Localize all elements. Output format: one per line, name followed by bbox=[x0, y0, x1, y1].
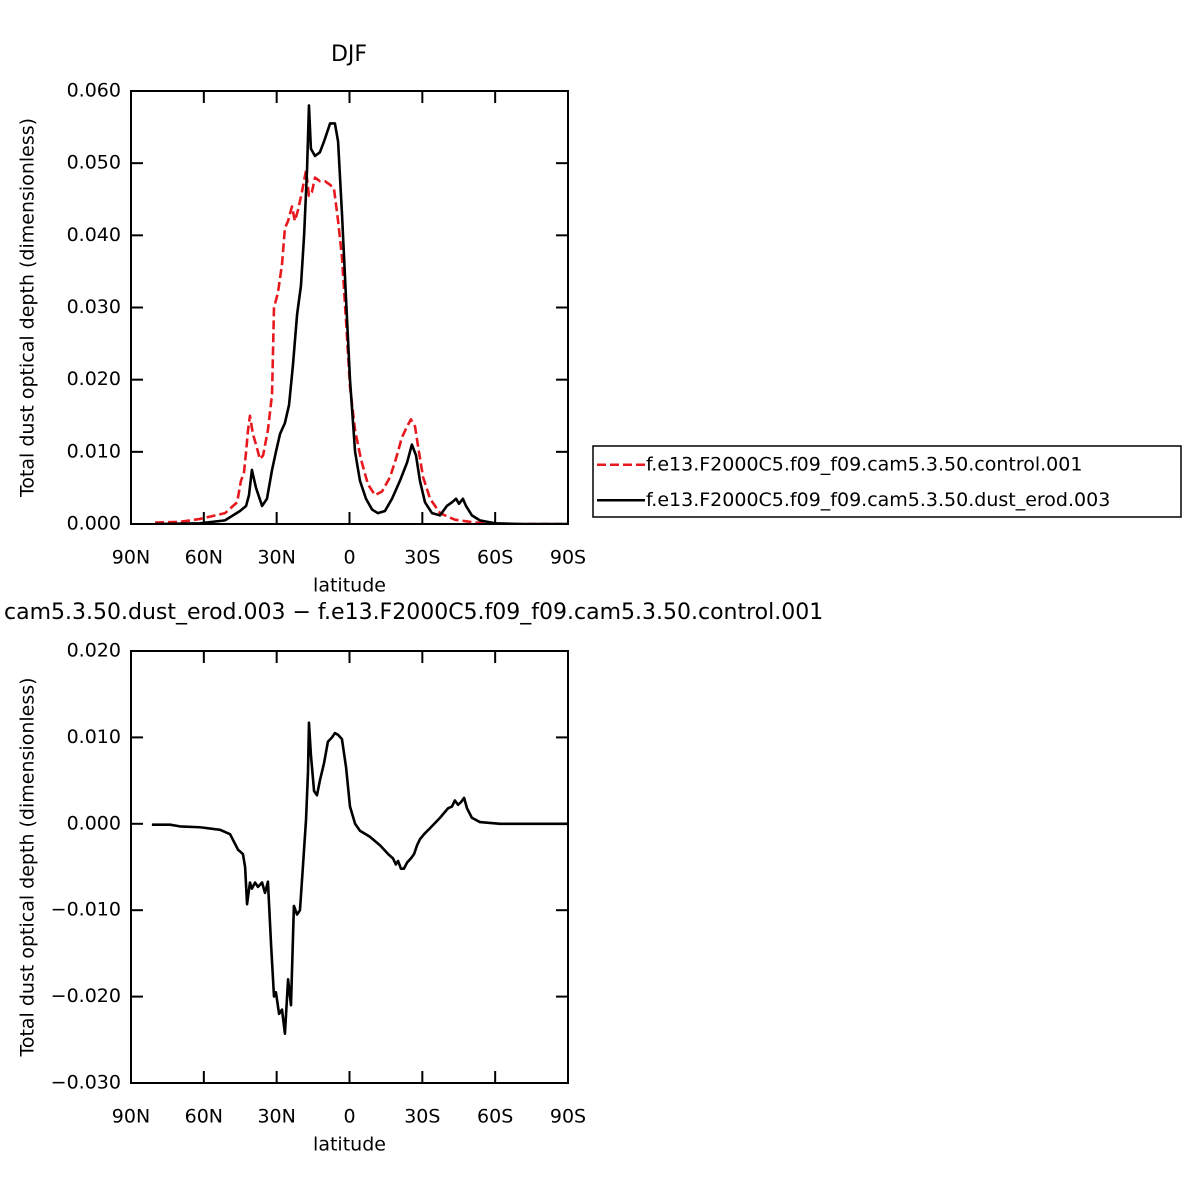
x-tick-label: 0 bbox=[343, 1106, 355, 1128]
series-line bbox=[151, 721, 568, 1036]
y-tick-label: 0.000 bbox=[67, 812, 121, 834]
y-tick-label: 0.040 bbox=[67, 224, 121, 246]
y-tick-label: 0.050 bbox=[67, 152, 121, 174]
x-tick-label: 90N bbox=[112, 547, 150, 569]
y-tick-label: 0.000 bbox=[67, 513, 121, 535]
legend-label: f.e13.F2000C5.f09_f09.cam5.3.50.dust_ero… bbox=[646, 489, 1110, 511]
x-tick-label: 60N bbox=[185, 547, 223, 569]
x-tick-label: 60S bbox=[477, 547, 513, 569]
x-tick-label: 60S bbox=[477, 1106, 513, 1128]
x-tick-label: 30S bbox=[404, 1106, 440, 1128]
y-axis-label: Total dust optical depth (dimensionless) bbox=[17, 118, 39, 498]
chart-title: DJF bbox=[331, 42, 367, 67]
x-tick-label: 30N bbox=[257, 547, 295, 569]
x-tick-label: 30S bbox=[404, 547, 440, 569]
y-tick-label: −0.010 bbox=[51, 899, 121, 921]
x-tick-label: 90S bbox=[550, 1106, 586, 1128]
y-axis-label: Total dust optical depth (dimensionless) bbox=[17, 677, 39, 1057]
x-tick-label: 90S bbox=[550, 547, 586, 569]
x-tick-label: 90N bbox=[112, 1106, 150, 1128]
y-tick-label: 0.030 bbox=[67, 296, 121, 318]
y-tick-label: −0.030 bbox=[51, 1072, 121, 1094]
series-line bbox=[155, 169, 568, 524]
y-tick-label: 0.010 bbox=[67, 726, 121, 748]
x-axis-label: latitude bbox=[313, 575, 386, 597]
x-tick-label: 30N bbox=[257, 1106, 295, 1128]
plot-frame bbox=[130, 650, 569, 1084]
y-tick-label: 0.060 bbox=[67, 80, 121, 102]
x-tick-label: 60N bbox=[185, 1106, 223, 1128]
y-tick-label: 0.010 bbox=[67, 440, 121, 462]
y-tick-label: 0.020 bbox=[67, 640, 121, 662]
series-line bbox=[155, 104, 568, 524]
legend-box bbox=[592, 445, 1182, 518]
chart-title: cam5.3.50.dust_erod.003 − f.e13.F2000C5.… bbox=[4, 600, 823, 625]
y-tick-label: 0.020 bbox=[67, 368, 121, 390]
legend-label: f.e13.F2000C5.f09_f09.cam5.3.50.control.… bbox=[646, 453, 1082, 475]
y-tick-label: −0.020 bbox=[51, 985, 121, 1007]
x-axis-label: latitude bbox=[313, 1134, 386, 1156]
x-tick-label: 0 bbox=[343, 547, 355, 569]
plot-frame bbox=[130, 90, 569, 525]
